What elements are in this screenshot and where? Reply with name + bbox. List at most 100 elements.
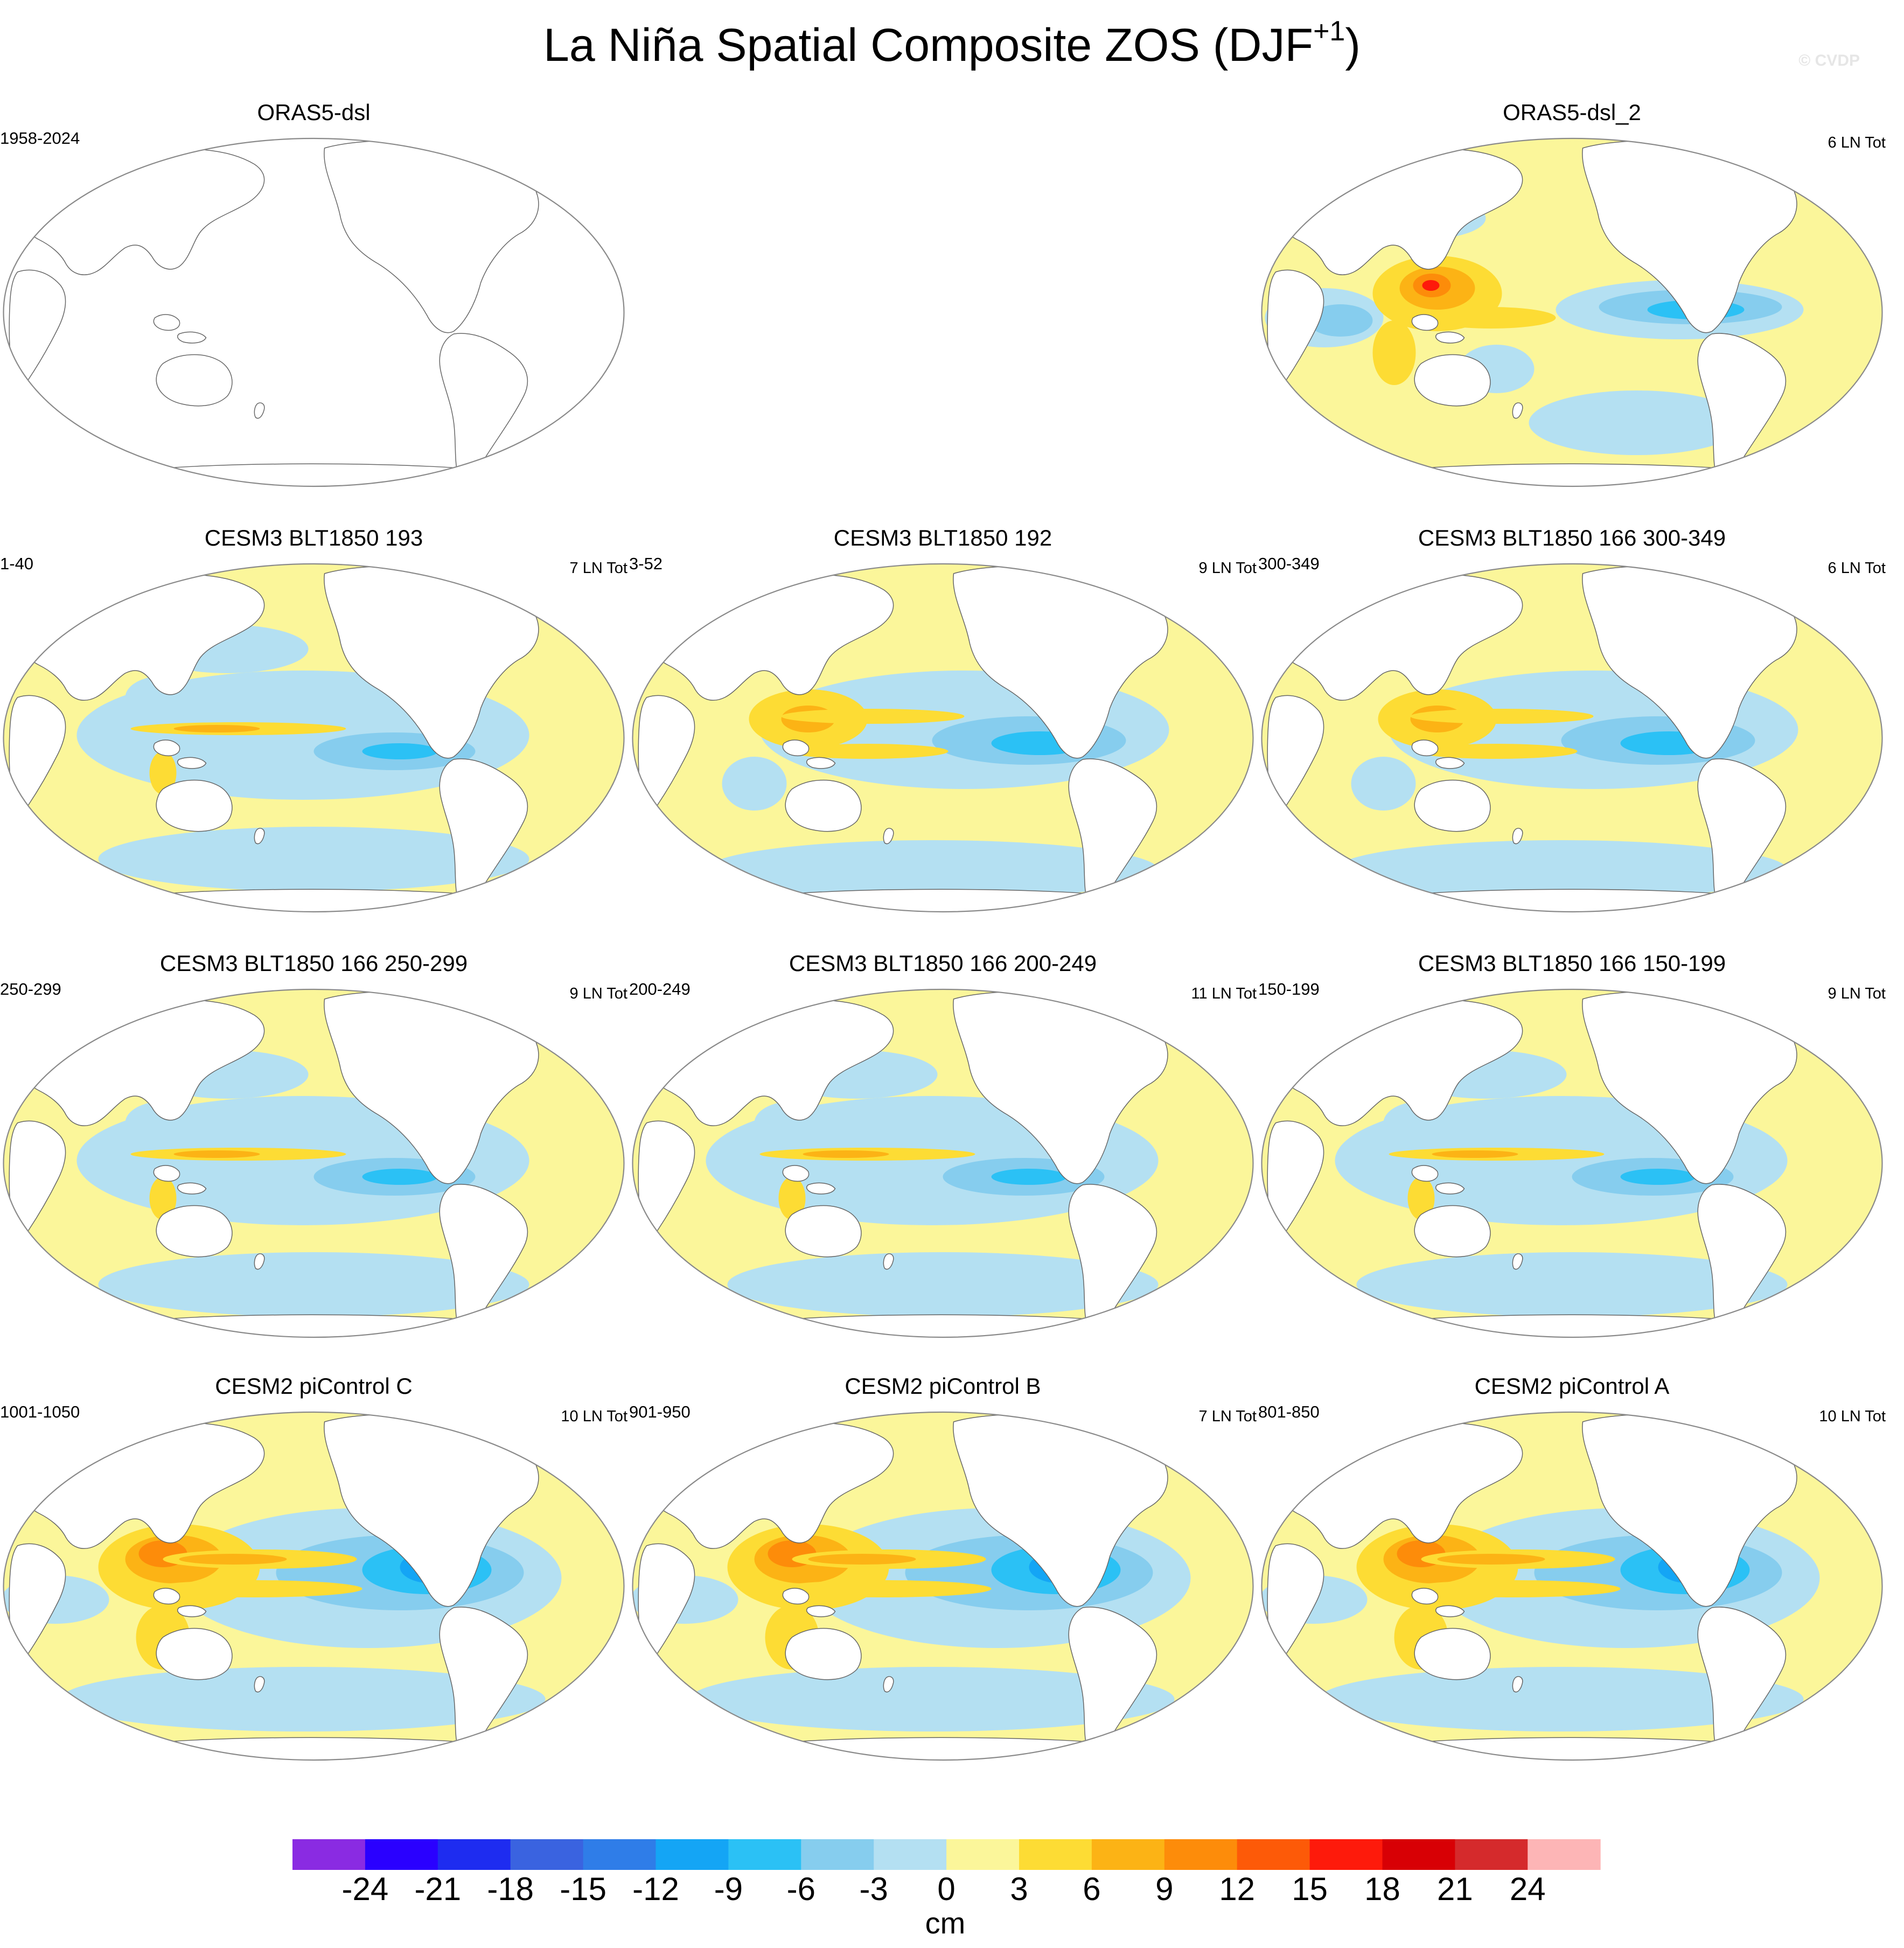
panel-title: CESM2 piControl B xyxy=(845,1373,1041,1399)
colorbar-tick-label: -15 xyxy=(560,1871,606,1907)
shaded-anomaly xyxy=(706,840,1159,899)
map-panel-cesm3-166-150: CESM3 BLT1850 166 150-199 150-199 9 LN Tot xyxy=(1258,951,1886,1371)
panel-event-count: 7 LN Tot xyxy=(1198,1408,1257,1425)
colorbar-tick-label: -21 xyxy=(414,1871,461,1907)
panel-years: 3-52 xyxy=(629,554,663,573)
panel-title: CESM3 BLT1850 166 300-349 xyxy=(1418,525,1726,550)
colorbar-swatch xyxy=(801,1839,874,1870)
panel-event-count: 6 LN Tot xyxy=(1828,134,1886,151)
map-oras5-dsl-2 xyxy=(1261,137,1883,487)
panel-title: CESM2 piControl C xyxy=(215,1373,413,1399)
shaded-anomaly xyxy=(1372,320,1416,385)
colorbar-swatch xyxy=(510,1839,584,1870)
map-panel-cesm2-c: CESM2 piControl C 1001-1050 10 LN Tot xyxy=(0,1373,627,1793)
map-cesm2-a xyxy=(1261,1411,1883,1761)
colorbar-tick-label: -24 xyxy=(342,1871,389,1907)
shaded-anomaly xyxy=(1308,304,1373,337)
shaded-anomaly xyxy=(362,743,438,759)
panel-years: 901-950 xyxy=(629,1402,691,1421)
shaded-anomaly xyxy=(1529,390,1745,455)
shaded-anomaly xyxy=(147,1580,362,1597)
map-cesm3-192 xyxy=(632,563,1254,913)
panel-event-count: 9 LN Tot xyxy=(1198,560,1257,577)
map-cesm3-166-300 xyxy=(1261,563,1883,913)
shaded-anomaly xyxy=(1432,1150,1518,1158)
colorbar-tick-label: 3 xyxy=(1010,1871,1028,1907)
panel-years: 300-349 xyxy=(1258,554,1320,573)
map-cesm3-166-250 xyxy=(3,988,625,1338)
colorbar-tick-label: -9 xyxy=(714,1871,743,1907)
shaded-anomaly xyxy=(1426,307,1556,329)
shaded-anomaly xyxy=(803,1150,889,1158)
panel-event-count: 11 LN Tot xyxy=(1191,985,1257,1002)
shaded-anomaly xyxy=(727,1252,1159,1317)
shaded-anomaly xyxy=(1356,1252,1788,1317)
shaded-anomaly xyxy=(786,744,948,759)
shaded-anomaly xyxy=(98,1252,529,1317)
colorbar-swatch xyxy=(946,1839,1020,1870)
panel-years: 801-850 xyxy=(1258,1402,1320,1421)
shaded-anomaly xyxy=(1410,709,1594,724)
map-panel-cesm3-166-300: CESM3 BLT1850 166 300-349 300-349 6 LN Tot xyxy=(1258,525,1886,945)
map-cesm2-c xyxy=(3,1411,625,1761)
shaded-anomaly xyxy=(149,1177,177,1220)
map-panel-oras5-dsl-2: ORAS5-dsl_2 6 LN Tot xyxy=(1258,100,1886,520)
shaded-anomaly xyxy=(1620,1169,1696,1185)
colorbar-tick-label: -3 xyxy=(860,1871,888,1907)
colorbar-swatch xyxy=(728,1839,801,1870)
colorbar-tick-label: -18 xyxy=(487,1871,534,1907)
panel-event-count: 10 LN Tot xyxy=(1819,1408,1886,1425)
shaded-anomaly xyxy=(776,1580,992,1597)
colorbar-tick-label: 6 xyxy=(1083,1871,1100,1907)
panel-title: CESM2 piControl A xyxy=(1474,1373,1670,1399)
shaded-anomaly xyxy=(173,725,260,732)
colorbar-tick-label: -6 xyxy=(787,1871,815,1907)
shaded-anomaly xyxy=(1405,1580,1621,1597)
chart-title: La Niña Spatial Composite ZOS (DJF+1) xyxy=(543,16,1361,71)
panel-title: ORAS5-dsl_2 xyxy=(1503,100,1641,125)
map-panel-cesm3-192: CESM3 BLT1850 192 3-52 9 LN Tot xyxy=(629,525,1257,945)
colorbar-swatch xyxy=(1309,1839,1383,1870)
shaded-anomaly xyxy=(1415,744,1578,759)
map-panel-cesm3-193: CESM3 BLT1850 193 1-40 7 LN Tot xyxy=(0,525,627,945)
colorbar-swatch xyxy=(365,1839,438,1870)
colorbar-label: cm xyxy=(925,1906,966,1940)
panel-event-count: 7 LN Tot xyxy=(569,560,627,577)
shaded-anomaly xyxy=(1422,280,1440,291)
panel-title: CESM3 BLT1850 192 xyxy=(833,525,1052,550)
panel-years: 1-40 xyxy=(0,554,34,573)
panel-event-count: 6 LN Tot xyxy=(1828,560,1886,577)
shaded-anomaly xyxy=(179,1554,287,1565)
map-cesm3-193 xyxy=(3,563,625,913)
panel-title: CESM3 BLT1850 193 xyxy=(204,525,423,550)
panel-years: 250-299 xyxy=(0,980,61,999)
shaded-anomaly xyxy=(60,1667,546,1731)
colorbar-tick-label: 15 xyxy=(1292,1871,1328,1907)
shaded-anomaly xyxy=(1351,757,1416,811)
shaded-anomaly xyxy=(362,1169,438,1185)
colorbar-tick-label: 18 xyxy=(1364,1871,1400,1907)
colorbar-swatch xyxy=(1164,1839,1238,1870)
shaded-anomaly xyxy=(808,1554,916,1565)
colorbar-swatch xyxy=(1237,1839,1310,1870)
panel-title: ORAS5-dsl xyxy=(257,100,371,125)
colorbar-swatch xyxy=(292,1839,366,1870)
shaded-anomaly xyxy=(98,827,529,891)
map-panel-cesm3-166-200: CESM3 BLT1850 166 200-249 200-249 11 LN To… xyxy=(629,951,1257,1371)
shaded-anomaly xyxy=(173,1150,260,1158)
colorbar-tick-label: 0 xyxy=(937,1871,955,1907)
map-panel-oras5-dsl: ORAS5-dsl 1958-2024 xyxy=(0,100,627,520)
colorbar-swatch xyxy=(1019,1839,1092,1870)
colorbar-tick-label: -12 xyxy=(632,1871,679,1907)
panel-event-count: 9 LN Tot xyxy=(1828,985,1886,1002)
panel-years: 1001-1050 xyxy=(0,1402,80,1421)
colorbar-swatch xyxy=(437,1839,511,1870)
map-panel-cesm3-166-250: CESM3 BLT1850 166 250-299 250-299 9 LN Tot xyxy=(0,951,627,1371)
shaded-anomaly xyxy=(778,1177,806,1220)
cvdp-watermark: © CVDP xyxy=(1798,52,1860,69)
panel-title: CESM3 BLT1850 166 200-249 xyxy=(789,951,1097,976)
map-panel-cesm2-a: CESM2 piControl A 801-850 10 LN Tot xyxy=(1258,1373,1886,1793)
shaded-anomaly xyxy=(991,1169,1067,1185)
colorbar-swatch xyxy=(655,1839,729,1870)
